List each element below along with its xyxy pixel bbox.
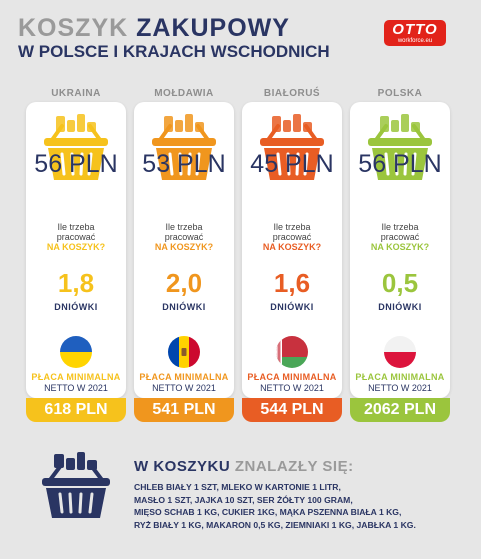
logo-brand: OTTO xyxy=(392,21,438,38)
poland-flag xyxy=(384,336,416,368)
workdays-label: DNIÓWKI xyxy=(270,302,314,312)
basket-item-line: CHLEB BIAŁY 1 SZT, MLEKO W KARTONIE 1 LI… xyxy=(134,482,341,492)
basket-item-line: MASŁO 1 SZT, JAJKA 10 SZT, SER ŻÓŁTY 100… xyxy=(134,494,353,505)
country-name: POLSKA xyxy=(377,88,423,99)
basket-price: 53 PLN xyxy=(142,150,226,178)
question-highlight: NA KOSZYK? xyxy=(46,242,106,252)
basket-icon xyxy=(42,114,110,184)
workdays-label: DNIÓWKI xyxy=(378,302,422,312)
question-line2: pracować xyxy=(56,232,96,242)
basket-price: 56 PLN xyxy=(34,150,118,178)
workdays-label: DNIÓWKI xyxy=(54,302,98,312)
country-name: MOŁDAWIA xyxy=(154,88,214,99)
title-part2: ZAKUPOWY xyxy=(136,14,290,42)
basket-icon xyxy=(42,452,110,518)
question-highlight: NA KOSZYK? xyxy=(370,242,430,252)
basket-icon xyxy=(258,114,326,184)
basket-icon xyxy=(366,114,434,184)
workdays-label: DNIÓWKI xyxy=(162,302,206,312)
basket-items-list: CHLEB BIAŁY 1 SZT, MLEKO W KARTONIE 1 LI… xyxy=(134,481,416,531)
basket-price: 45 PLN xyxy=(250,150,334,178)
country-card: 56 PLN Ile trzeba pracować NA KOSZYK? 1,8 DNI… xyxy=(26,102,126,398)
min-wage-value: 541 PLN xyxy=(134,398,234,422)
country-card: 45 PLN Ile trzeba pracować NA KOSZYK? 1,6 DNI… xyxy=(242,102,342,398)
belarus-flag xyxy=(276,336,308,368)
question-line1: Ile trzeba xyxy=(165,222,203,232)
page-title: KOSZYK ZAKUPOWY xyxy=(18,14,290,43)
min-wage-value: 2062 PLN xyxy=(350,398,450,422)
country-name: UKRAINA xyxy=(51,88,101,99)
min-wage-sub: NETTO W 2021 xyxy=(152,383,216,393)
basket-price: 56 PLN xyxy=(358,150,442,178)
min-wage-value: 544 PLN xyxy=(242,398,342,422)
min-wage-label: PŁACA MINIMALNA xyxy=(139,372,229,382)
basket-item-line: RYŻ BIAŁY 1 KG, MAKARON 0,5 KG, ZIEMNIAK… xyxy=(134,519,416,530)
workdays-value: 1,8 xyxy=(57,268,95,298)
question-highlight: NA KOSZYK? xyxy=(154,242,214,252)
country-name: BIAŁORUŚ xyxy=(263,88,321,99)
min-wage-label: PŁACA MINIMALNA xyxy=(31,372,121,382)
workdays-value: 0,5 xyxy=(381,268,419,298)
min-wage-label: PŁACA MINIMALNA xyxy=(355,372,445,382)
basket-contents-title: W KOSZYKU ZNALAZŁY SIĘ: xyxy=(134,458,354,475)
otto-logo: OTTO workforce.eu xyxy=(384,20,446,46)
basket-item-line: MIĘSO SCHAB 1 KG, CUKIER 1KG, MĄKA PSZEN… xyxy=(134,507,402,518)
question-text: Ile trzeba pracować xyxy=(26,222,126,242)
page-subtitle: W POLSCE I KRAJACH WSCHODNICH xyxy=(18,42,330,61)
question-text: Ile trzeba pracować xyxy=(134,222,234,242)
question-highlight: NA KOSZYK? xyxy=(262,242,322,252)
country-card: 53 PLN Ile trzeba pracować NA KOSZYK? 2,0 DNI… xyxy=(134,102,234,398)
min-wage-label: PŁACA MINIMALNA xyxy=(247,372,337,382)
min-wage-value: 618 PLN xyxy=(26,398,126,422)
question-text: Ile trzeba pracować xyxy=(350,222,450,242)
box-title-part2: ZNALAZŁY SIĘ: xyxy=(234,458,354,475)
country-card: 56 PLN Ile trzeba pracować NA KOSZYK? 0,5 DNI… xyxy=(350,102,450,398)
basket-icon xyxy=(150,114,218,184)
question-line2: pracować xyxy=(380,232,420,242)
min-wage-sub: NETTO W 2021 xyxy=(368,383,432,393)
ukraine-flag xyxy=(60,336,92,368)
workdays-value: 1,6 xyxy=(273,268,311,298)
moldova-flag xyxy=(168,336,200,368)
workdays-value: 2,0 xyxy=(165,268,203,298)
question-line2: pracować xyxy=(164,232,204,242)
question-line1: Ile trzeba xyxy=(57,222,95,232)
min-wage-sub: NETTO W 2021 xyxy=(44,383,108,393)
question-line2: pracować xyxy=(272,232,312,242)
min-wage-sub: NETTO W 2021 xyxy=(260,383,324,393)
box-title-part1: W KOSZYKU xyxy=(134,458,235,475)
question-text: Ile trzeba pracować xyxy=(242,222,342,242)
question-line1: Ile trzeba xyxy=(381,222,419,232)
logo-sub: workforce.eu xyxy=(397,38,433,44)
question-line1: Ile trzeba xyxy=(273,222,311,232)
title-part1: KOSZYK xyxy=(18,14,137,42)
